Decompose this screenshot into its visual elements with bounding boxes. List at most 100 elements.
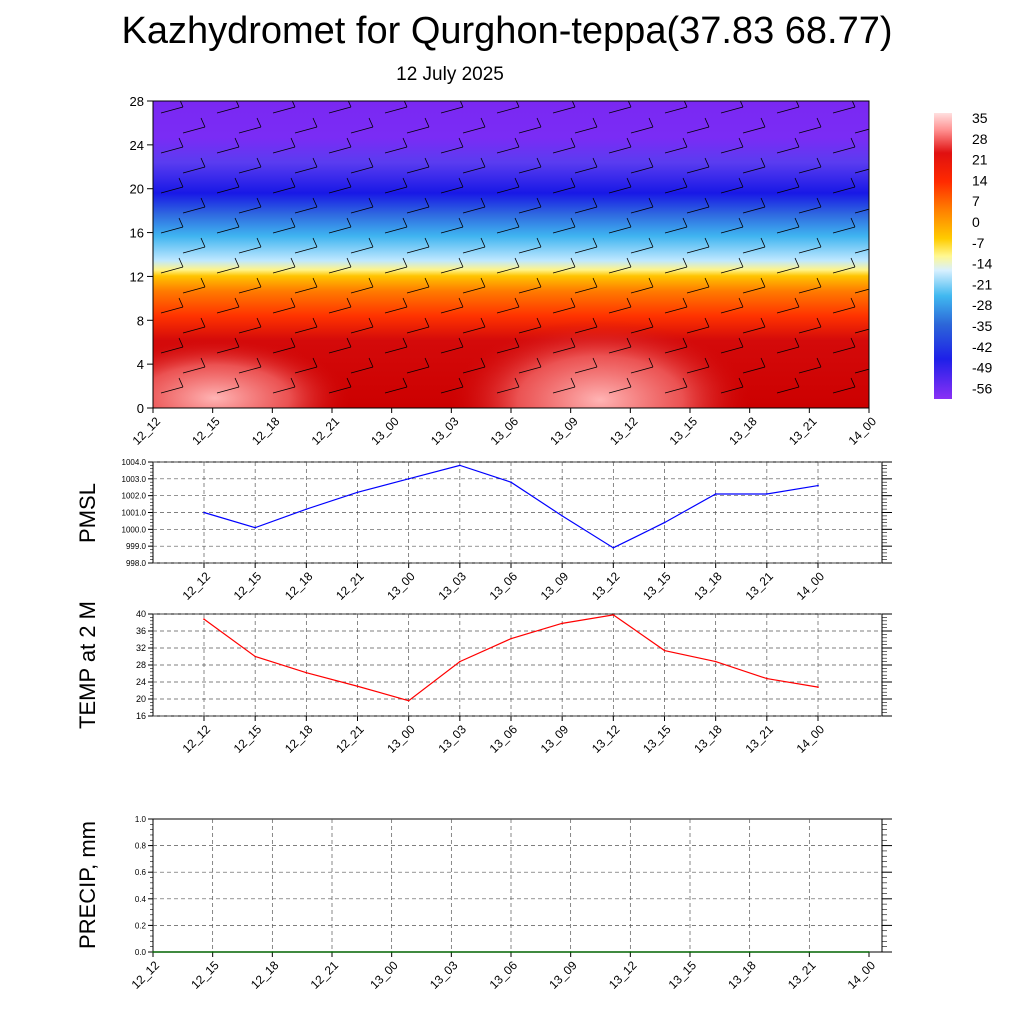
wind-barb-flag bbox=[234, 137, 240, 148]
wind-barb-shaft bbox=[440, 226, 464, 234]
wind-barb-flag bbox=[626, 297, 632, 308]
wind-barb-shaft bbox=[496, 346, 520, 354]
wind-barb-shaft bbox=[608, 386, 632, 394]
wind-barb-flag bbox=[200, 317, 206, 328]
wind-barb-flag bbox=[346, 257, 352, 268]
wind-barb-shaft bbox=[630, 366, 654, 374]
wind-barb-flag bbox=[312, 357, 318, 368]
temp-x-tick-label: 14_00 bbox=[794, 722, 828, 756]
wind-barb-shaft bbox=[160, 386, 184, 394]
wind-barb-shaft bbox=[552, 186, 576, 194]
wind-barb-flag bbox=[794, 337, 800, 348]
temp-x-tick-label: 12_18 bbox=[282, 722, 316, 756]
wind-barb-flag bbox=[290, 177, 296, 188]
precip-data-point bbox=[748, 951, 751, 953]
wind-barb-flag bbox=[480, 197, 486, 208]
precip-data-point bbox=[331, 951, 333, 953]
precip-data-point bbox=[450, 951, 453, 953]
wind-barb-flag bbox=[760, 157, 766, 168]
wind-barb-flag bbox=[312, 117, 318, 128]
wind-barb-flag bbox=[458, 217, 464, 228]
wind-barb-shaft bbox=[742, 166, 766, 174]
wind-barb-flag bbox=[178, 377, 184, 388]
wind-barb-shaft bbox=[406, 166, 430, 174]
wind-barb-flag bbox=[850, 137, 856, 148]
wind-barb-shaft bbox=[350, 326, 374, 334]
precip-data-point bbox=[808, 951, 811, 953]
wind-barb-flag bbox=[592, 117, 598, 128]
wind-barb-flag bbox=[738, 217, 744, 228]
heatmap-y-tick-label: 4 bbox=[137, 357, 144, 372]
wind-barb-shaft bbox=[160, 266, 184, 274]
wind-barb-flag bbox=[290, 137, 296, 148]
temp-data-point bbox=[612, 614, 615, 616]
wind-barb-flag bbox=[256, 237, 262, 248]
wind-barb-flag bbox=[704, 357, 710, 368]
wind-barb-flag bbox=[738, 377, 744, 388]
heatmap-x-tick-label: 13_12 bbox=[607, 414, 641, 448]
wind-barb-shaft bbox=[182, 166, 206, 174]
wind-barb-flag bbox=[312, 157, 318, 168]
wind-barb-flag bbox=[402, 137, 408, 148]
wind-barb-flag bbox=[368, 357, 374, 368]
wind-barb-flag bbox=[704, 277, 710, 288]
wind-barb-shaft bbox=[608, 306, 632, 314]
wind-barb-flag bbox=[402, 257, 408, 268]
wind-barb-flag bbox=[368, 237, 374, 248]
wind-barb-shaft bbox=[574, 166, 598, 174]
wind-barb-flag bbox=[235, 101, 240, 108]
wind-barb-shaft bbox=[216, 186, 240, 194]
colorbar: 35 28 21 14 7 0 -7 -14 -21 -28 -35 -42 -49 -56 bbox=[934, 110, 992, 399]
wind-barb-flag bbox=[626, 137, 632, 148]
wind-barb-shaft bbox=[328, 186, 352, 194]
wind-barb-shaft bbox=[742, 126, 766, 134]
wind-barb-flag bbox=[312, 237, 318, 248]
wind-barb-shaft bbox=[664, 306, 688, 314]
temp-x-tick-label: 13_09 bbox=[538, 722, 572, 756]
wind-barb-shaft bbox=[238, 286, 262, 294]
wind-barb-flag bbox=[850, 297, 856, 308]
wind-barb-shaft bbox=[742, 286, 766, 294]
wind-barb-flag bbox=[794, 177, 800, 188]
wind-barb-shaft bbox=[272, 386, 296, 394]
pmsl-data-point bbox=[459, 464, 461, 467]
wind-barb-flag bbox=[424, 157, 430, 168]
wind-barb-flag bbox=[480, 237, 486, 248]
wind-barb-shaft bbox=[574, 286, 598, 294]
precip-x-tick-label: 13_18 bbox=[725, 958, 759, 992]
wind-barb-shaft bbox=[776, 346, 800, 354]
precip-y-tick-label: 0.8 bbox=[135, 842, 147, 851]
wind-barb-flag bbox=[794, 377, 800, 388]
precip-x-tick-label: 13_03 bbox=[427, 958, 461, 992]
wind-barb-shaft bbox=[518, 206, 542, 214]
wind-barb-shaft bbox=[294, 246, 318, 254]
wind-barb-shaft bbox=[440, 266, 464, 274]
temp-y-tick-label: 36 bbox=[136, 626, 146, 636]
wind-barb-flag bbox=[514, 297, 520, 308]
wind-barb-flag bbox=[514, 177, 520, 188]
wind-barb-shaft bbox=[238, 206, 262, 214]
pmsl-data-point bbox=[203, 511, 205, 514]
wind-barb-flag bbox=[873, 198, 877, 207]
wind-barb-shaft bbox=[854, 128, 869, 134]
wind-barb-shaft bbox=[686, 166, 710, 174]
temp-x-tick-label: 13_06 bbox=[487, 722, 521, 756]
wind-barb-flag bbox=[536, 197, 542, 208]
wind-barb-shaft bbox=[216, 106, 240, 114]
precip-x-tick-label: 14_00 bbox=[845, 958, 879, 992]
temp-y-tick-label: 28 bbox=[136, 660, 146, 670]
heatmap-x-tick-label: 13_21 bbox=[786, 414, 820, 448]
temp-x-tick-label: 12_21 bbox=[333, 722, 367, 756]
wind-barb-shaft bbox=[608, 146, 632, 154]
wind-barb-shaft bbox=[720, 306, 744, 314]
wind-barb-shaft bbox=[272, 306, 296, 314]
wind-barb-shaft bbox=[776, 306, 800, 314]
wind-barb-shaft bbox=[832, 186, 856, 194]
wind-barb-flag bbox=[536, 277, 542, 288]
wind-barb-shaft bbox=[294, 366, 318, 374]
wind-barb-flag bbox=[458, 137, 464, 148]
wind-barb-flag bbox=[592, 317, 598, 328]
pmsl-data-point bbox=[407, 478, 410, 480]
wind-barb-shaft bbox=[552, 386, 576, 394]
